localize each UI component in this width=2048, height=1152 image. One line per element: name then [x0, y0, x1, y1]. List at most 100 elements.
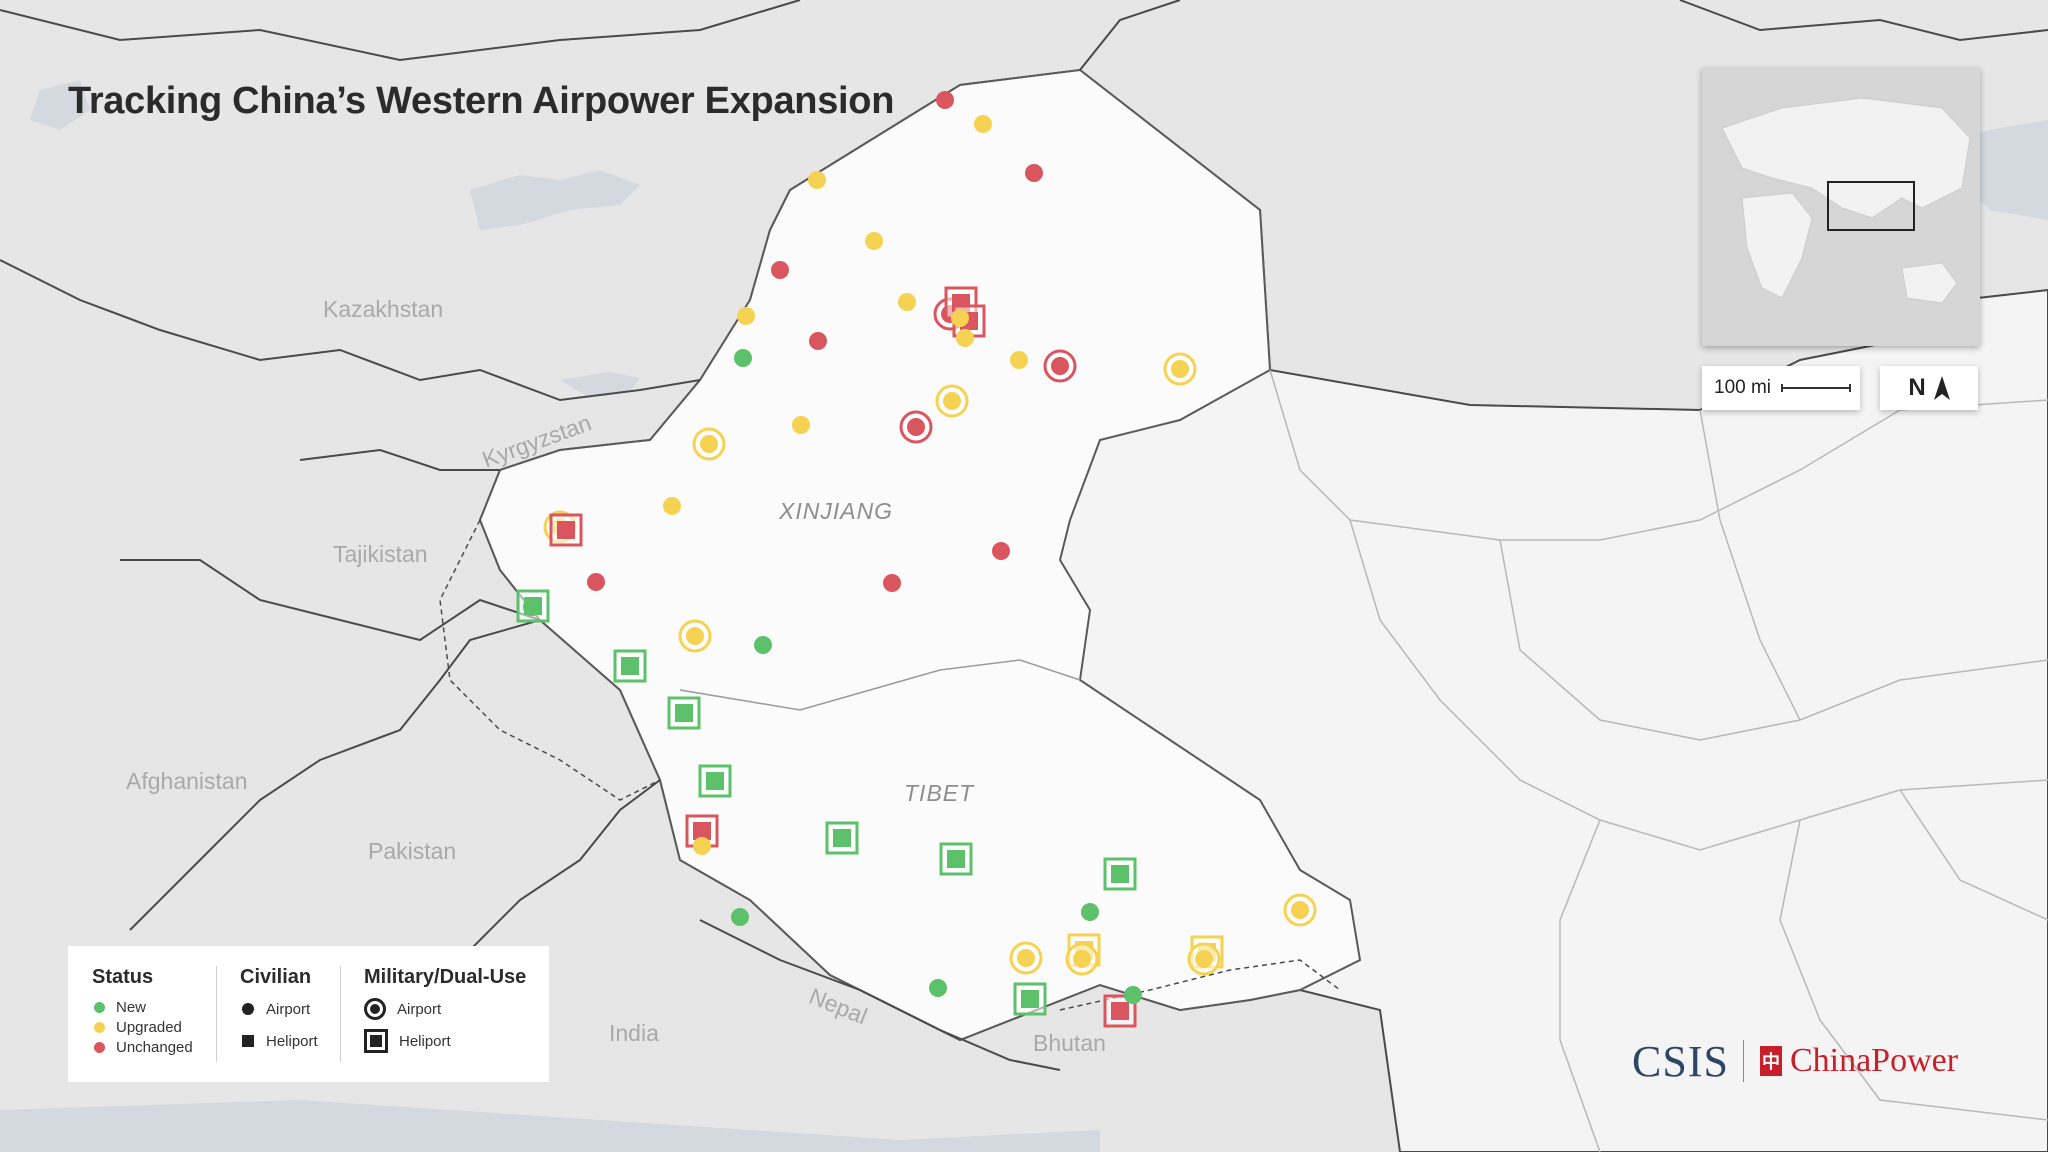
facility-marker-new-mil-heliport[interactable]	[1103, 857, 1137, 891]
scale-ruler	[1781, 384, 1852, 392]
locator-inset-map	[1702, 68, 1980, 346]
province-border-4	[1699, 409, 1801, 721]
facility-marker-upgraded-mil-airport[interactable]	[678, 619, 712, 653]
facility-marker-new-civ-airport[interactable]	[523, 598, 541, 616]
military-heliport-icon	[364, 1029, 388, 1053]
legend-status-upgraded: Upgraded	[92, 1017, 193, 1037]
facility-marker-new-mil-heliport[interactable]	[825, 821, 859, 855]
inset-eurasia	[1721, 97, 1971, 219]
legend-military-airport: Airport	[364, 998, 526, 1020]
label-xinjiang: XINJIANG	[779, 498, 894, 524]
upgraded-dot-icon	[94, 1021, 105, 1033]
facility-marker-upgraded-civ-airport[interactable]	[808, 171, 826, 189]
facility-marker-upgraded-civ-airport[interactable]	[693, 837, 711, 855]
civilian-airport-icon	[242, 1003, 254, 1015]
label-pakistan: Pakistan	[368, 838, 457, 864]
facility-marker-upgraded-mil-airport[interactable]	[1283, 893, 1317, 927]
facility-marker-new-mil-heliport[interactable]	[1013, 982, 1047, 1016]
facility-marker-new-civ-airport[interactable]	[1124, 986, 1142, 1004]
legend-military-heading: Military/Dual-Use	[364, 966, 527, 988]
kashmir-disputed-boundary	[439, 519, 661, 801]
legend-military: Military/Dual-Use Airport Heliport	[364, 966, 527, 1053]
legend-status: Status New Upgraded Unchanged	[92, 966, 193, 1057]
facility-marker-upgraded-civ-airport[interactable]	[898, 293, 916, 311]
facility-marker-new-mil-heliport[interactable]	[667, 696, 701, 730]
north-arrow-icon	[1933, 376, 1950, 400]
facility-marker-unchanged-civ-airport[interactable]	[936, 91, 954, 109]
facility-marker-new-civ-airport[interactable]	[1081, 903, 1099, 921]
lake-balkhash	[470, 170, 640, 230]
inset-australia	[1901, 262, 1958, 304]
legend-unchanged-label: Unchanged	[116, 1038, 193, 1056]
inset-region-box	[1827, 181, 1915, 231]
facility-marker-new-civ-airport[interactable]	[734, 349, 752, 367]
label-kazakhstan: Kazakhstan	[323, 296, 444, 322]
facility-marker-upgraded-mil-airport[interactable]	[1065, 942, 1099, 976]
legend-civilian-heliport-label: Heliport	[266, 1032, 318, 1050]
province-border-6	[1779, 819, 2048, 1121]
facility-marker-upgraded-civ-airport[interactable]	[865, 232, 883, 250]
legend-civilian-airport: Airport	[240, 999, 318, 1019]
unchanged-dot-icon	[94, 1041, 105, 1053]
label-tajikistan: Tajikistan	[333, 541, 428, 567]
facility-marker-unchanged-civ-airport[interactable]	[883, 574, 901, 592]
legend-upgraded-label: Upgraded	[116, 1018, 182, 1036]
facility-marker-upgraded-mil-airport[interactable]	[1163, 352, 1197, 386]
facility-marker-new-civ-airport[interactable]	[731, 908, 749, 926]
facility-marker-unchanged-civ-airport[interactable]	[587, 573, 605, 591]
label-bhutan: Bhutan	[1033, 1030, 1106, 1056]
province-border-3	[1499, 539, 2048, 741]
facility-marker-unchanged-civ-airport[interactable]	[1025, 164, 1043, 182]
locator-map-svg	[1702, 68, 1980, 346]
legend-divider	[340, 966, 341, 1062]
legend-new-label: New	[116, 998, 147, 1016]
facility-marker-upgraded-civ-airport[interactable]	[663, 497, 681, 515]
facility-marker-unchanged-civ-airport[interactable]	[809, 332, 827, 350]
facility-marker-unchanged-mil-airport[interactable]	[1043, 349, 1077, 383]
csis-logo: CSIS	[1632, 1036, 1729, 1086]
legend-civilian-heading: Civilian	[240, 966, 312, 988]
bay-of-bengal	[0, 1100, 1100, 1152]
north-label: N	[1908, 374, 1926, 401]
new-dot-icon	[94, 1001, 105, 1013]
afghan-pakistan-border	[129, 619, 541, 931]
facility-marker-new-civ-airport[interactable]	[754, 636, 772, 654]
facility-marker-upgraded-civ-airport[interactable]	[956, 329, 974, 347]
legend-status-unchanged: Unchanged	[92, 1037, 193, 1057]
facility-marker-upgraded-civ-airport[interactable]	[974, 115, 992, 133]
kyrgyz-tajik-border	[299, 448, 500, 471]
facility-marker-upgraded-civ-airport[interactable]	[737, 307, 755, 325]
facility-marker-upgraded-mil-airport[interactable]	[935, 384, 969, 418]
facility-marker-new-civ-airport[interactable]	[929, 979, 947, 997]
facility-marker-upgraded-mil-airport[interactable]	[692, 427, 726, 461]
facility-marker-new-mil-heliport[interactable]	[613, 649, 647, 683]
facility-marker-unchanged-civ-airport[interactable]	[771, 261, 789, 279]
facility-marker-unchanged-mil-airport[interactable]	[899, 410, 933, 444]
military-airport-icon	[364, 998, 386, 1020]
facility-marker-upgraded-mil-airport[interactable]	[1187, 942, 1221, 976]
label-tibet: TIBET	[904, 780, 975, 806]
facility-marker-unchanged-mil-heliport[interactable]	[1103, 994, 1137, 1028]
facility-marker-upgraded-civ-airport[interactable]	[792, 416, 810, 434]
kazakhstan-south-border	[0, 259, 701, 402]
facility-marker-upgraded-civ-airport[interactable]	[1010, 351, 1028, 369]
facility-marker-unchanged-civ-airport[interactable]	[992, 542, 1010, 560]
legend-military-heliport-label: Heliport	[399, 1032, 451, 1050]
label-afghanistan: Afghanistan	[126, 768, 248, 794]
map-title: Tracking China’s Western Airpower Expans…	[68, 80, 895, 122]
kazakhstan-mongolia-border	[1079, 0, 1181, 71]
legend-civilian: Civilian Airport Heliport	[240, 966, 318, 1051]
kazakhstan-north-border	[0, 0, 801, 62]
facility-marker-new-mil-heliport[interactable]	[939, 842, 973, 876]
facility-marker-unchanged-mil-heliport[interactable]	[549, 513, 583, 547]
facility-marker-new-mil-heliport[interactable]	[698, 764, 732, 798]
arunachal-disputed-boundary	[1059, 959, 1341, 1011]
lake-west	[30, 80, 90, 130]
province-border-7	[1899, 789, 2048, 921]
facility-marker-upgraded-mil-airport[interactable]	[1009, 941, 1043, 975]
tajik-afghan-border	[120, 559, 541, 642]
legend-military-heliport: Heliport	[364, 1029, 526, 1053]
legend-civilian-airport-label: Airport	[266, 1000, 311, 1018]
map-legend: Status New Upgraded Unchanged Civilian A…	[68, 946, 549, 1082]
facility-marker-upgraded-civ-airport[interactable]	[951, 309, 969, 327]
